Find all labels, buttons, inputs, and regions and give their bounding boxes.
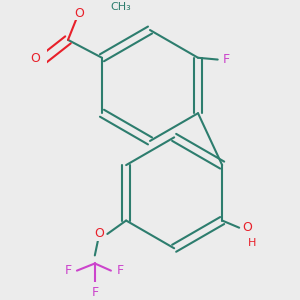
Text: O: O bbox=[74, 7, 84, 20]
Text: F: F bbox=[223, 53, 230, 66]
Text: F: F bbox=[116, 264, 123, 277]
Text: F: F bbox=[91, 286, 98, 298]
Text: O: O bbox=[30, 52, 40, 65]
Text: O: O bbox=[94, 227, 104, 241]
Text: H: H bbox=[248, 238, 256, 248]
Text: CH₃: CH₃ bbox=[110, 2, 131, 12]
Text: F: F bbox=[64, 264, 72, 277]
Text: O: O bbox=[242, 221, 252, 234]
